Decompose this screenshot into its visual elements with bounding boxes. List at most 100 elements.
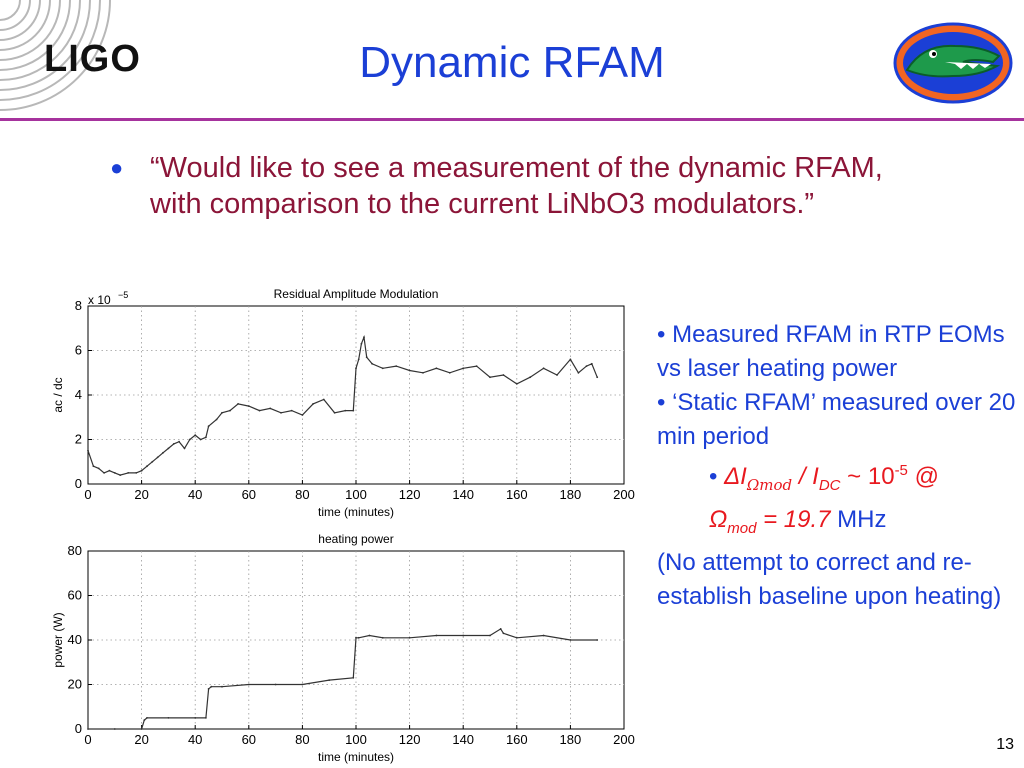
y-tick-label: 40 (68, 632, 82, 647)
data-point (183, 447, 186, 450)
data-point (258, 409, 261, 412)
x-tick-label: 160 (506, 487, 528, 502)
title-rule (0, 118, 1024, 121)
x-axis-label: time (minutes) (318, 750, 394, 764)
x-tick-label: 120 (399, 487, 421, 502)
data-point (280, 411, 282, 414)
data-point (556, 374, 558, 376)
x-tick-label: 200 (613, 732, 635, 747)
data-point (381, 367, 384, 370)
formula-tilde-ten: ~ 10 (840, 463, 895, 490)
formula-bullet: • (709, 463, 718, 490)
rfam-chart: 0 20 40 60 80 100 120 140 160 180 200 0 2 4 6 8 Residual… (51, 287, 635, 519)
data-point (462, 634, 465, 637)
data-point (156, 456, 159, 459)
data-point (596, 376, 599, 379)
data-point (103, 472, 105, 474)
data-point (194, 717, 197, 719)
x-tick-label: 160 (506, 732, 528, 747)
data-point (352, 676, 355, 679)
data-point (162, 451, 164, 454)
x-axis-label: time (minutes) (318, 505, 394, 519)
data-point (448, 371, 451, 374)
formula-mod-sub: mod (727, 519, 757, 537)
data-point (140, 469, 143, 472)
data-point (229, 409, 231, 412)
data-point (108, 469, 111, 472)
x-tick-label: 60 (242, 732, 256, 747)
data-point (221, 411, 223, 414)
data-point (151, 460, 154, 463)
formula-omega: Ω (709, 505, 728, 533)
data-point (269, 407, 272, 410)
data-point (542, 367, 545, 370)
data-point (371, 362, 373, 365)
chart-title: heating power (318, 532, 393, 546)
data-point (210, 685, 213, 688)
data-point (408, 369, 411, 372)
formula-i: I (812, 463, 819, 490)
data-point (113, 472, 116, 474)
data-point (215, 418, 218, 421)
data-point (435, 634, 438, 637)
data-point (140, 728, 143, 730)
main-bullet-text: “Would like to see a measurement of the … (150, 152, 883, 220)
formula-delta-i: ΔI (724, 463, 747, 490)
data-point (205, 717, 207, 719)
data-point (172, 443, 175, 445)
formula-omega-mod-sub: Ωmod (746, 475, 793, 494)
data-point (365, 356, 368, 359)
data-point (146, 717, 148, 719)
data-point (135, 472, 138, 474)
x-tick-label: 0 (84, 487, 91, 502)
x-tick-label: 60 (242, 487, 256, 502)
data-point (395, 365, 398, 367)
bullet-dot-icon: ● (110, 155, 124, 180)
data-point (127, 472, 130, 474)
y-tick-label: 60 (68, 588, 82, 603)
data-point (569, 639, 572, 641)
data-point (87, 728, 89, 730)
data-point (355, 367, 357, 370)
data-point (435, 367, 438, 370)
data-point (489, 376, 491, 379)
data-point (357, 358, 360, 361)
y-tick-label: 6 (75, 343, 82, 358)
data-point (363, 336, 365, 339)
side-notes: • Measured RFAM in RTP EOMs vs laser hea… (657, 318, 1017, 614)
data-point (542, 634, 545, 637)
data-point (205, 436, 207, 439)
formula-exp: -5 (894, 462, 908, 479)
x-tick-label: 40 (188, 487, 202, 502)
side-note-measured: • Measured RFAM in RTP EOMs vs laser hea… (657, 321, 1005, 382)
x-tick-label: 20 (134, 732, 148, 747)
data-point (590, 362, 593, 365)
data-point (113, 728, 116, 730)
y-multiplier-exponent: −5 (118, 290, 128, 300)
y-tick-label: 0 (75, 476, 82, 491)
chart-title: Residual Amplitude Modulation (274, 287, 439, 301)
x-tick-label: 40 (188, 732, 202, 747)
x-tick-label: 180 (560, 732, 582, 747)
data-point (322, 398, 325, 401)
data-point (344, 409, 347, 412)
x-tick-label: 80 (295, 732, 309, 747)
data-point (119, 474, 122, 476)
slide-title: Dynamic RFAM (359, 38, 665, 87)
data-point (92, 465, 95, 468)
data-point (143, 719, 146, 721)
data-point (368, 634, 371, 637)
data-point (489, 634, 491, 637)
data-point (328, 679, 331, 681)
data-point (301, 414, 304, 416)
data-point (381, 636, 384, 639)
formula-at: @ (907, 463, 939, 490)
x-tick-label: 140 (452, 732, 474, 747)
data-point (178, 440, 181, 443)
data-point (529, 376, 532, 379)
data-point (515, 383, 518, 385)
data-point (167, 717, 170, 719)
data-point (475, 365, 478, 367)
x-tick-label: 0 (84, 732, 91, 747)
y-tick-label: 20 (68, 677, 82, 692)
